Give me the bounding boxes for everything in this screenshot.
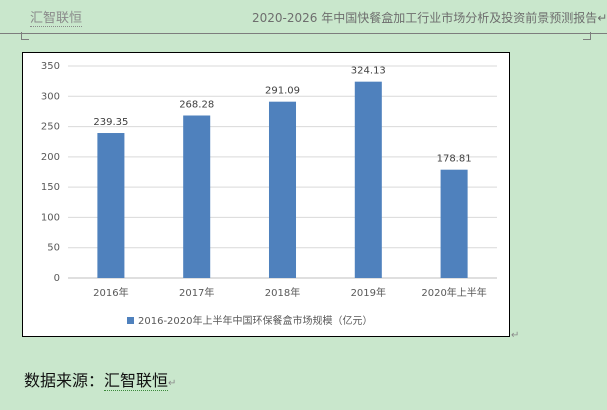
y-tick-label: 200 bbox=[41, 152, 60, 163]
x-category-label: 2017年 bbox=[179, 286, 214, 299]
header-corner-mark-right bbox=[583, 32, 591, 40]
y-tick-label: 0 bbox=[54, 273, 60, 284]
x-category-label: 2016年 bbox=[93, 286, 128, 299]
bar bbox=[97, 133, 125, 278]
data-label: 239.35 bbox=[93, 117, 128, 128]
header-report-title: 2020-2026 年中国快餐盒加工行业市场分析及投资前景预测报告↵ bbox=[252, 11, 607, 26]
chart-svg: 0 50 100 150 200 250 300 350 239.35 268.28 291.09… bbox=[41, 61, 497, 327]
data-label: 324.13 bbox=[351, 66, 386, 77]
header-corner-mark-left bbox=[21, 32, 29, 40]
source-org: 汇智联恒 bbox=[104, 371, 169, 391]
legend-label: 2016-2020年上半年中国环保餐盒市场规模（亿元） bbox=[138, 314, 373, 327]
y-axis-tick-labels: 0 50 100 150 200 250 300 350 bbox=[41, 61, 60, 284]
y-tick-label: 150 bbox=[41, 182, 60, 193]
x-category-label: 2019年 bbox=[351, 286, 386, 299]
data-source-line: 数据来源：汇智联恒↵ bbox=[24, 371, 176, 394]
bar bbox=[440, 169, 468, 278]
legend-swatch bbox=[127, 317, 134, 324]
y-tick-label: 250 bbox=[41, 122, 60, 133]
header-paragraph-mark: ↵ bbox=[597, 11, 607, 25]
x-category-label: 2018年 bbox=[265, 286, 300, 299]
bars bbox=[97, 81, 468, 279]
source-label: 数据来源： bbox=[24, 371, 105, 390]
y-tick-label: 300 bbox=[41, 91, 60, 102]
y-tick-label: 350 bbox=[41, 61, 60, 72]
y-tick-label: 100 bbox=[41, 212, 60, 223]
x-axis-category-labels: 2016年 2017年 2018年 2019年 2020年上半年 bbox=[93, 286, 487, 299]
source-paragraph-mark: ↵ bbox=[168, 378, 177, 389]
bar-chart[interactable]: 0 50 100 150 200 250 300 350 239.35 268.28 291.09… bbox=[22, 52, 510, 337]
report-title-text: 2020-2026 年中国快餐盒加工行业市场分析及投资前景预测报告 bbox=[252, 11, 598, 25]
header-divider bbox=[0, 33, 607, 34]
legend: 2016-2020年上半年中国环保餐盒市场规模（亿元） bbox=[127, 314, 373, 327]
header-org-name: 汇智联恒 bbox=[30, 11, 83, 27]
x-category-label: 2020年上半年 bbox=[421, 286, 486, 299]
bar bbox=[183, 115, 211, 279]
y-tick-label: 50 bbox=[47, 243, 60, 254]
bar bbox=[268, 101, 297, 278]
data-label: 178.81 bbox=[437, 154, 472, 165]
data-label: 268.28 bbox=[179, 99, 214, 110]
chart-paragraph-mark: ↵ bbox=[511, 330, 520, 341]
data-labels: 239.35 268.28 291.09 324.13 178.81 bbox=[93, 66, 471, 165]
bar bbox=[354, 81, 382, 278]
data-label: 291.09 bbox=[265, 86, 300, 97]
